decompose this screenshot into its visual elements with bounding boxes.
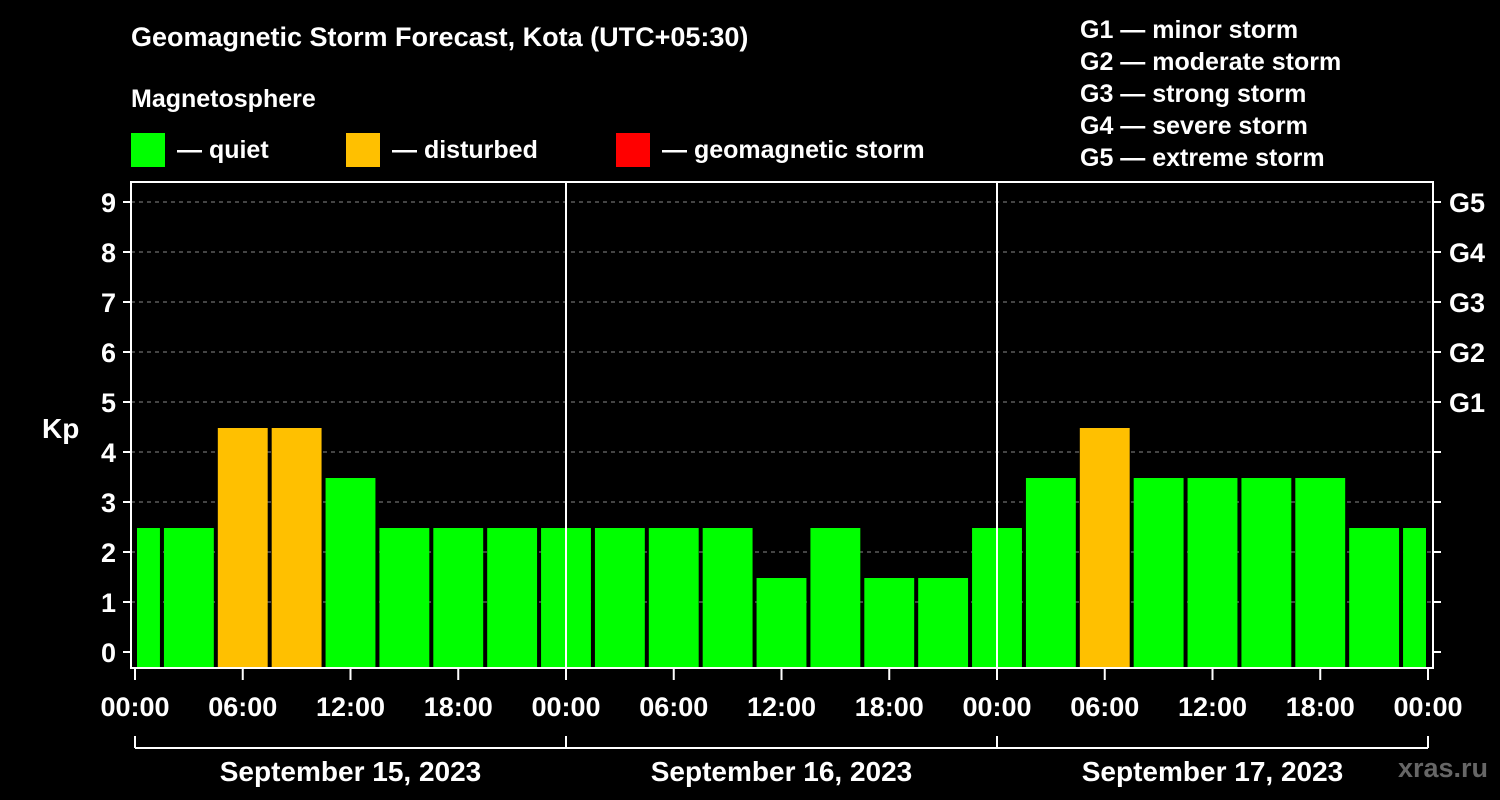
legend-storm-label: — geomagnetic storm (662, 135, 925, 164)
g-legend-g4: G4 — severe storm (1080, 112, 1308, 140)
day-label: September 15, 2023 (220, 756, 482, 787)
g-scale-label: G5 (1449, 188, 1485, 218)
g-scale-label: G2 (1449, 338, 1485, 368)
g-scale-label: G4 (1449, 238, 1485, 268)
x-tick-label: 00:00 (1393, 692, 1462, 722)
legend-quiet: — quiet (131, 133, 269, 167)
bar (163, 528, 214, 668)
bar (1079, 428, 1130, 668)
y-tick-label: 3 (101, 488, 116, 518)
bar (1295, 478, 1346, 668)
y-tick-label: 2 (101, 538, 116, 568)
bar (1349, 528, 1400, 668)
bar (433, 528, 484, 668)
legend-storm: — geomagnetic storm (616, 133, 925, 167)
bar (1241, 478, 1292, 668)
y-axis-label: Kp (42, 413, 79, 444)
bar (217, 428, 268, 668)
y-tick-label: 1 (101, 588, 116, 618)
bar (648, 528, 699, 668)
x-tick-label: 00:00 (962, 692, 1031, 722)
g-legend-g2: G2 — moderate storm (1080, 48, 1342, 76)
legend-quiet-label: — quiet (177, 135, 269, 164)
x-tick-label: 12:00 (1178, 692, 1247, 722)
x-tick-label: 06:00 (208, 692, 277, 722)
bar (271, 428, 322, 668)
bar (864, 578, 915, 668)
y-tick-label: 9 (101, 188, 116, 218)
legend-quiet-swatch (131, 133, 165, 167)
x-tick-label: 00:00 (100, 692, 169, 722)
legend-disturbed-swatch (346, 133, 380, 167)
g-scale-label: G1 (1449, 388, 1485, 418)
bar (1025, 478, 1076, 668)
legend-disturbed: — disturbed (346, 133, 538, 167)
bar (379, 528, 430, 668)
bar (756, 578, 807, 668)
magnetosphere-label: Magnetosphere (131, 85, 316, 113)
x-tick-label: 18:00 (424, 692, 493, 722)
day-label: September 17, 2023 (1082, 756, 1344, 787)
x-tick-label: 18:00 (1286, 692, 1355, 722)
x-tick-label: 06:00 (639, 692, 708, 722)
legend-storm-swatch (616, 133, 650, 167)
bar (325, 478, 376, 668)
y-tick-label: 0 (101, 638, 116, 668)
bar (810, 528, 861, 668)
x-tick-label: 00:00 (531, 692, 600, 722)
g-legend-g3: G3 — strong storm (1080, 80, 1307, 108)
bar (1403, 528, 1426, 668)
x-tick-label: 06:00 (1070, 692, 1139, 722)
bar (702, 528, 753, 668)
chart-title: Geomagnetic Storm Forecast, Kota (UTC+05… (131, 22, 749, 52)
g-legend-g5: G5 — extreme storm (1080, 144, 1325, 172)
g-legend-g1: G1 — minor storm (1080, 16, 1299, 44)
g-scale-label: G3 (1449, 288, 1485, 318)
x-tick-label: 18:00 (855, 692, 924, 722)
x-tick-label: 12:00 (747, 692, 816, 722)
legend-disturbed-label: — disturbed (392, 135, 538, 164)
bar (918, 578, 969, 668)
y-tick-label: 5 (101, 388, 116, 418)
bar (1187, 478, 1238, 668)
bar (487, 528, 538, 668)
bar (137, 528, 160, 668)
watermark: xras.ru (1397, 753, 1488, 783)
g-scale-legend: G1 — minor storm G2 — moderate storm G3 … (1080, 14, 1341, 174)
bar (594, 528, 645, 668)
y-tick-label: 4 (101, 438, 116, 468)
y-tick-label: 8 (101, 238, 116, 268)
x-tick-label: 12:00 (316, 692, 385, 722)
y-tick-label: 7 (101, 288, 116, 318)
y-tick-label: 6 (101, 338, 116, 368)
bar (1133, 478, 1184, 668)
day-label: September 16, 2023 (651, 756, 913, 787)
